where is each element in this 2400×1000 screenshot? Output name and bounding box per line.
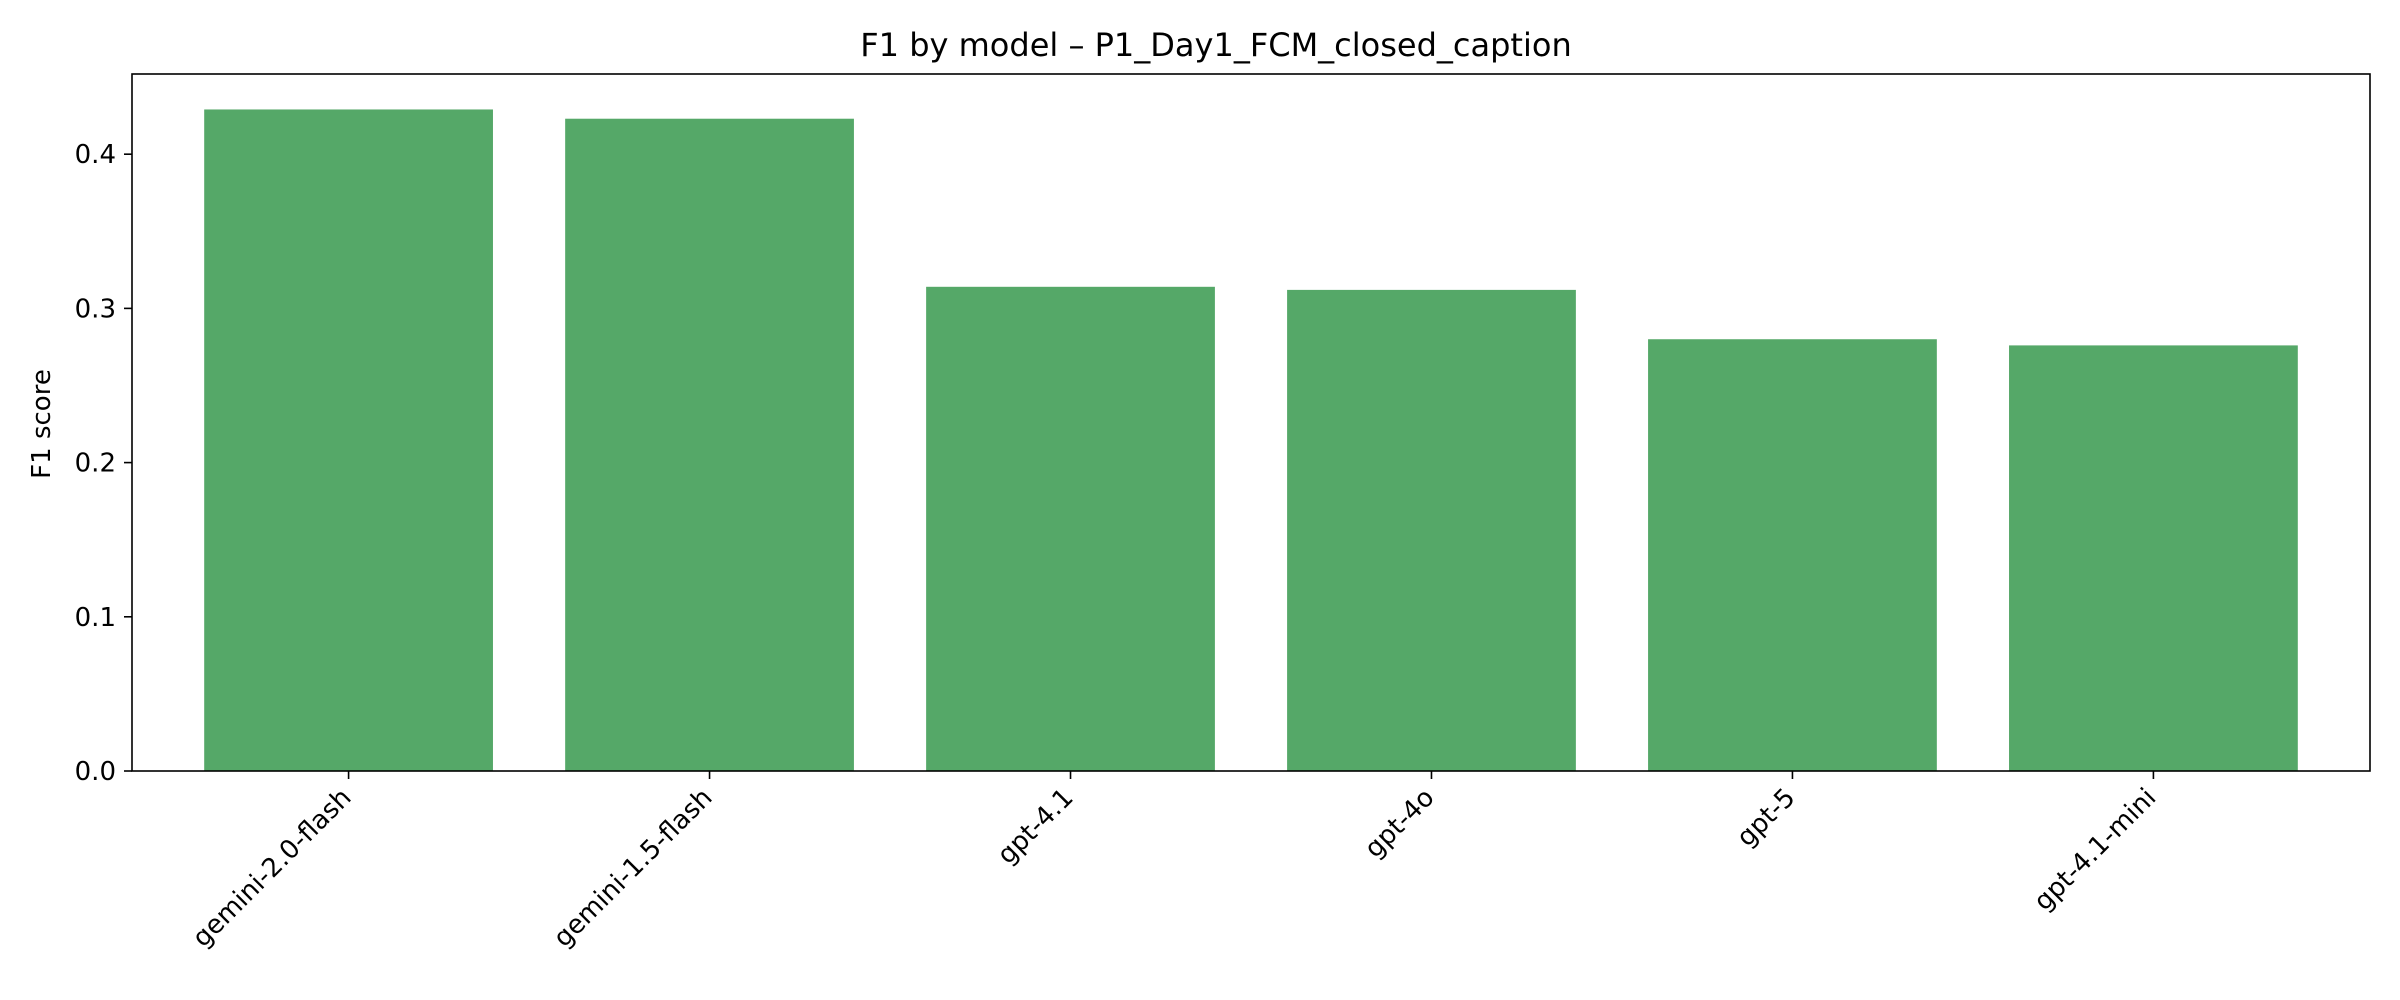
bar-gpt-5 <box>1648 339 1937 771</box>
x-tick-label: gpt-5 <box>1731 783 1801 853</box>
chart-title: F1 by model – P1_Day1_FCM_closed_caption <box>860 26 1571 64</box>
bar-gpt-4.1-mini <box>2009 345 2298 771</box>
y-tick-label: 0.3 <box>75 294 116 324</box>
plot-frame <box>131 73 2371 772</box>
x-tick-label: gemini-2.0-flash <box>187 783 358 954</box>
bar-gpt-4.1 <box>926 286 1215 771</box>
y-tick-label: 0.1 <box>75 603 116 633</box>
bars-group <box>204 109 2298 772</box>
y-tick-label: 0.2 <box>75 449 116 479</box>
x-axis-ticks: gemini-2.0-flash gemini-1.5-flash gpt-4.1 g… <box>187 771 2162 953</box>
y-axis-ticks: 0.0 0.1 0.2 0.3 0.4 <box>75 140 132 787</box>
x-tick-label: gpt-4.1-mini <box>2028 783 2162 917</box>
y-tick-label: 0.4 <box>75 140 116 170</box>
x-tick-label: gemini-1.5-flash <box>548 783 719 954</box>
x-tick-label: gpt-4.1 <box>992 783 1080 871</box>
bar-gemini-1.5-flash <box>565 118 854 772</box>
bar-gpt-4o <box>1287 289 1576 771</box>
y-axis-label: F1 score <box>27 369 57 479</box>
x-tick-label: gpt-4o <box>1359 783 1440 864</box>
bar-gemini-2.0-flash <box>204 109 493 772</box>
y-tick-label: 0.0 <box>75 757 116 787</box>
